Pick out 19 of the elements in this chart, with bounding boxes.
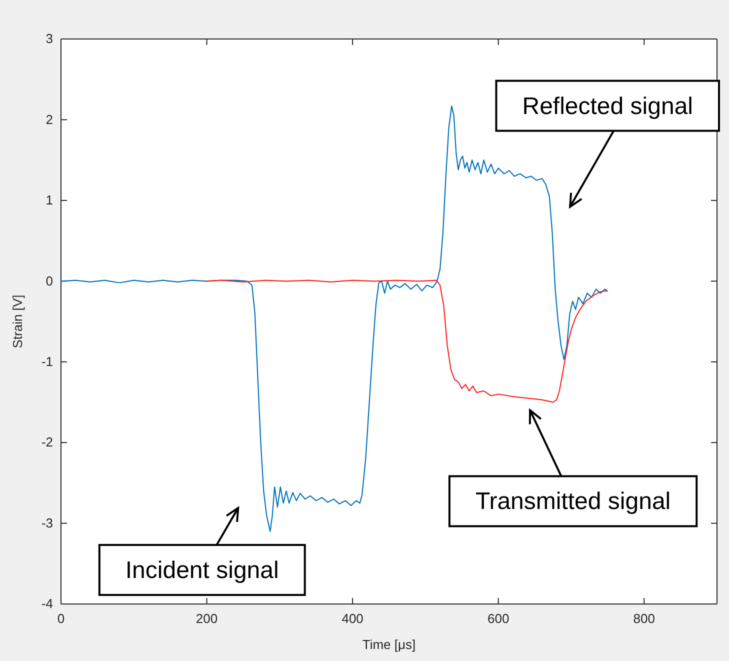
- y-tick-label: 3: [46, 31, 53, 46]
- y-tick-label: -2: [41, 434, 53, 450]
- annotation: Reflected signal: [522, 92, 693, 120]
- y-tick-label: -3: [41, 515, 53, 530]
- x-tick-label: 600: [487, 611, 510, 626]
- x-tick-label: 400: [342, 611, 364, 626]
- annotation: Transmitted signal: [475, 488, 671, 516]
- y-tick-label: 1: [46, 192, 53, 208]
- x-tick-label: 200: [196, 611, 218, 626]
- x-tick-label: 0: [57, 611, 65, 626]
- x-axis-title: Time [μs]: [362, 637, 416, 652]
- annotation: Incident signal: [125, 556, 279, 584]
- y-axis-title: Strain [V]: [10, 294, 25, 348]
- y-tick-label: 0: [46, 273, 53, 288]
- y-tick-label: -4: [41, 596, 53, 612]
- y-tick-label: -1: [41, 354, 53, 370]
- x-tick-label: 800: [633, 611, 655, 626]
- y-tick-label: 2: [46, 112, 53, 127]
- line-series: [204, 280, 608, 403]
